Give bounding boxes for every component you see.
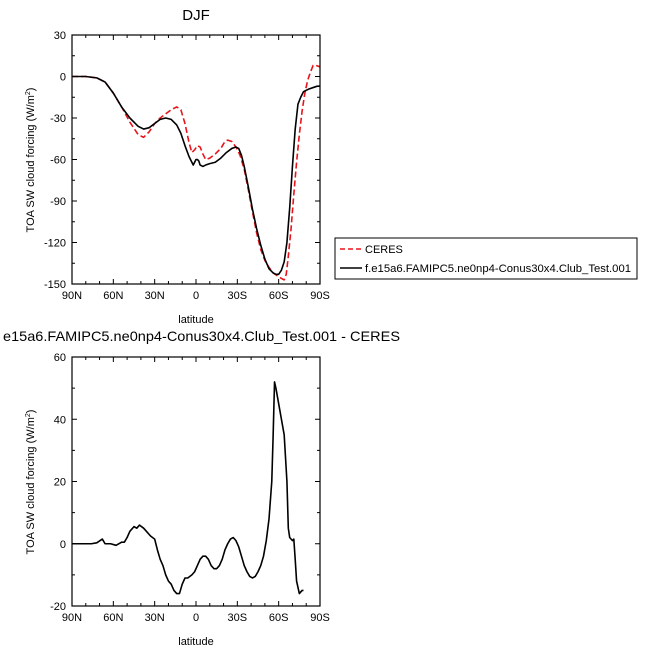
top-panel-series — [72, 64, 321, 281]
top-panel: DJF TOA SW cloud forcing (W/m2) 30 0 -30 -6… — [25, 7, 330, 326]
y-axis-label-end: ) — [25, 88, 37, 92]
series-line-1 — [72, 381, 304, 595]
y-axis-label-superscript: 2 — [25, 413, 32, 417]
series-line-1 — [72, 64, 321, 281]
y-tick-label: -60 — [50, 155, 66, 167]
bottom-panel-frame — [71, 356, 321, 607]
x-tick-label: 0 — [193, 612, 199, 624]
y-tick-label: -20 — [50, 601, 66, 613]
legend-label-model: f.e15a6.FAMIPC5.ne0np4-Conus30x4.Club_Te… — [365, 263, 631, 275]
x-tick-label: 30N — [145, 612, 165, 624]
y-axis-label-superscript: 2 — [25, 91, 32, 95]
top-panel-frame — [71, 34, 321, 285]
x-tick-label: 60N — [103, 612, 123, 624]
legend: CERES f.e15a6.FAMIPC5.ne0np4-Conus30x4.C… — [334, 237, 638, 280]
legend-label-ceres: CERES — [365, 244, 403, 256]
x-tick-label: 90N — [62, 290, 82, 302]
x-tick-label: 30S — [228, 612, 248, 624]
y-tick-label: -150 — [44, 279, 66, 291]
y-tick-label: -90 — [50, 196, 66, 208]
bottom-panel-x-ticks: 90N 60N 30N 0 30S 60S 90S — [62, 357, 330, 624]
top-panel-x-ticks: 90N 60N 30N 0 30S 60S 90S — [62, 35, 330, 302]
top-panel-y-ticks: 30 0 -30 -60 -90 -120 -150 — [44, 30, 320, 291]
y-tick-label: 0 — [60, 539, 66, 551]
legend-frame — [334, 237, 638, 280]
y-tick-label: -30 — [50, 113, 66, 125]
x-tick-label: 30S — [228, 290, 248, 302]
y-tick-label: 0 — [60, 72, 66, 84]
y-tick-label: 60 — [54, 352, 66, 364]
y-axis-label-end: ) — [25, 410, 37, 414]
y-tick-label: -120 — [44, 238, 66, 250]
y-axis-label-main: TOA SW cloud forcing (W/m — [25, 95, 37, 232]
top-panel-title: DJF — [182, 7, 210, 24]
y-tick-label: 40 — [54, 414, 66, 426]
bottom-panel-y-ticks: 60 40 20 0 -20 — [50, 352, 320, 613]
x-tick-label: 60N — [103, 290, 123, 302]
x-tick-label: 90N — [62, 612, 82, 624]
x-tick-label: 90S — [310, 612, 330, 624]
top-panel-x-axis-label: latitude — [178, 314, 213, 326]
y-tick-label: 20 — [54, 477, 66, 489]
top-panel-y-axis-label: TOA SW cloud forcing (W/m2) — [25, 88, 37, 233]
x-tick-label: 30N — [145, 290, 165, 302]
bottom-panel: e15a6.FAMIPC5.ne0np4-Conus30x4.Club_Test… — [3, 328, 400, 648]
x-tick-label: 60S — [269, 290, 289, 302]
bottom-panel-x-axis-label: latitude — [178, 636, 213, 648]
y-tick-label: 30 — [54, 30, 66, 42]
x-tick-label: 90S — [310, 290, 330, 302]
bottom-panel-y-axis-label: TOA SW cloud forcing (W/m2) — [25, 410, 37, 555]
bottom-panel-series — [72, 381, 304, 595]
x-tick-label: 0 — [193, 290, 199, 302]
series-line-2 — [72, 75, 320, 276]
bottom-panel-title: e15a6.FAMIPC5.ne0np4-Conus30x4.Club_Test… — [3, 328, 400, 344]
x-tick-label: 60S — [269, 612, 289, 624]
y-axis-label-main: TOA SW cloud forcing (W/m — [25, 417, 37, 554]
